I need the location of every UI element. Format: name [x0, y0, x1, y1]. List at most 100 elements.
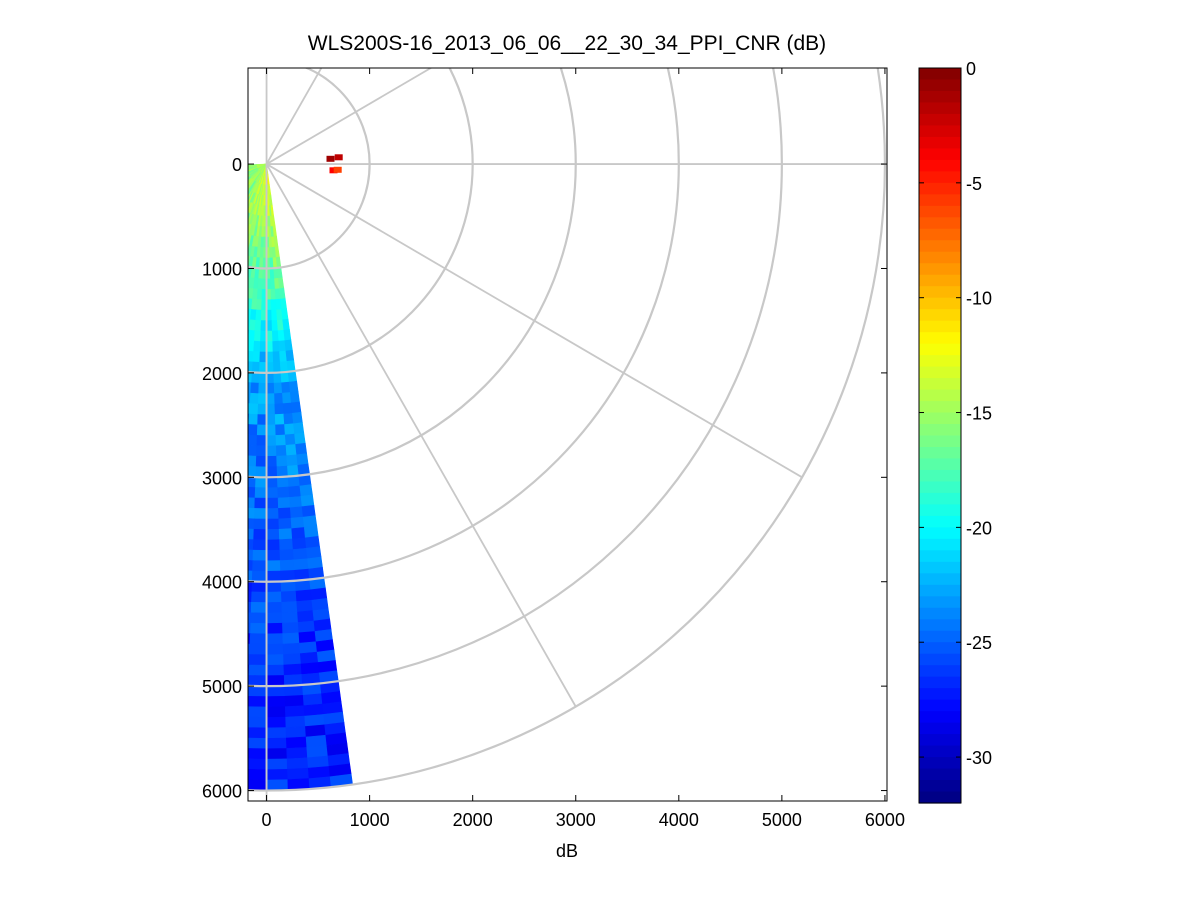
field-cell — [164, 174, 175, 179]
field-cell — [299, 484, 313, 497]
field-cell — [39, 227, 51, 238]
field-cell — [144, 736, 166, 750]
field-cell — [174, 173, 185, 177]
field-cell — [108, 412, 122, 426]
field-cell — [102, 468, 118, 483]
field-cell — [125, 192, 136, 199]
field-cell — [19, 172, 30, 181]
field-cell — [97, 258, 109, 269]
field-cell — [225, 203, 233, 212]
field-cell — [169, 235, 180, 245]
field-cell — [15, 357, 30, 372]
field-cell — [118, 464, 133, 478]
field-cell — [22, 314, 36, 328]
field-cell — [181, 774, 204, 787]
field-cell — [225, 283, 232, 294]
field-cell — [144, 180, 155, 186]
field-cell — [221, 184, 231, 191]
field-cell — [129, 267, 141, 278]
field-cell — [133, 527, 149, 541]
field-cell — [87, 207, 99, 216]
field-cell — [43, 518, 61, 535]
field-cell — [194, 282, 203, 294]
hot-spot — [334, 154, 343, 161]
field-cell — [225, 454, 236, 466]
field-cell — [226, 747, 247, 759]
field-cell — [282, 392, 292, 404]
field-cell — [206, 503, 220, 515]
field-cell — [185, 222, 195, 231]
field-cell — [104, 286, 116, 298]
field-cell — [59, 551, 77, 567]
field-cell — [233, 183, 242, 190]
field-cell — [77, 629, 97, 645]
field-cell — [44, 310, 58, 324]
field-cell — [210, 311, 219, 323]
field-cell — [61, 332, 75, 346]
field-cell — [189, 370, 200, 382]
field-cell — [198, 650, 216, 663]
field-cell — [0, 484, 13, 501]
field-cell — [48, 277, 61, 290]
field-cell — [141, 395, 154, 409]
field-cell — [208, 182, 218, 188]
field-cell — [282, 402, 293, 415]
field-cell — [121, 258, 133, 269]
field-cell — [0, 392, 6, 408]
field-cell — [225, 390, 235, 402]
field-cell — [252, 351, 261, 363]
field-cell — [139, 228, 150, 237]
field-cell — [227, 204, 235, 213]
polar-grid — [248, 68, 886, 801]
field-cell — [30, 404, 46, 420]
field-cell — [289, 391, 300, 404]
field-cell — [183, 219, 193, 228]
field-cell — [193, 415, 205, 428]
field-cell — [258, 372, 267, 384]
field-cell — [103, 527, 120, 542]
field-cell — [212, 232, 220, 242]
field-cell — [168, 315, 179, 327]
field-cell — [193, 383, 204, 395]
field-cell — [231, 496, 244, 507]
field-cell — [122, 408, 136, 422]
field-cell — [176, 342, 187, 354]
field-cell — [75, 332, 89, 346]
field-cell — [87, 281, 100, 293]
field-cell — [146, 188, 157, 195]
field-cell — [107, 232, 119, 242]
field-cell — [273, 372, 282, 384]
range-ring — [248, 68, 783, 688]
field-cell — [57, 291, 70, 304]
field-cell — [266, 706, 286, 718]
field-cell — [174, 529, 189, 542]
field-cell — [96, 293, 109, 305]
field-cell — [142, 232, 153, 242]
field-cell — [13, 208, 25, 219]
field-cell — [202, 524, 216, 536]
field-cell — [121, 238, 133, 248]
field-cell — [225, 189, 234, 197]
field-cell — [214, 192, 224, 199]
field-cell — [228, 433, 239, 445]
field-cell — [14, 680, 37, 698]
field-cell — [122, 455, 137, 469]
colorbar-segment — [919, 515, 961, 528]
field-cell — [230, 507, 243, 519]
field-cell — [0, 370, 14, 386]
field-cell — [222, 293, 230, 304]
field-cell — [104, 227, 116, 237]
field-cell — [236, 329, 244, 340]
field-cell — [136, 304, 148, 316]
field-cell — [289, 506, 304, 519]
colorbar-segment — [919, 504, 961, 517]
field-cell — [212, 279, 220, 290]
field-cell — [214, 536, 228, 548]
field-cell — [153, 556, 169, 570]
field-cell — [282, 642, 301, 655]
field-cell — [95, 690, 116, 706]
field-cell — [25, 336, 39, 351]
field-cell — [23, 708, 46, 726]
colorbar-segment — [919, 676, 961, 689]
field-cell — [10, 333, 25, 348]
